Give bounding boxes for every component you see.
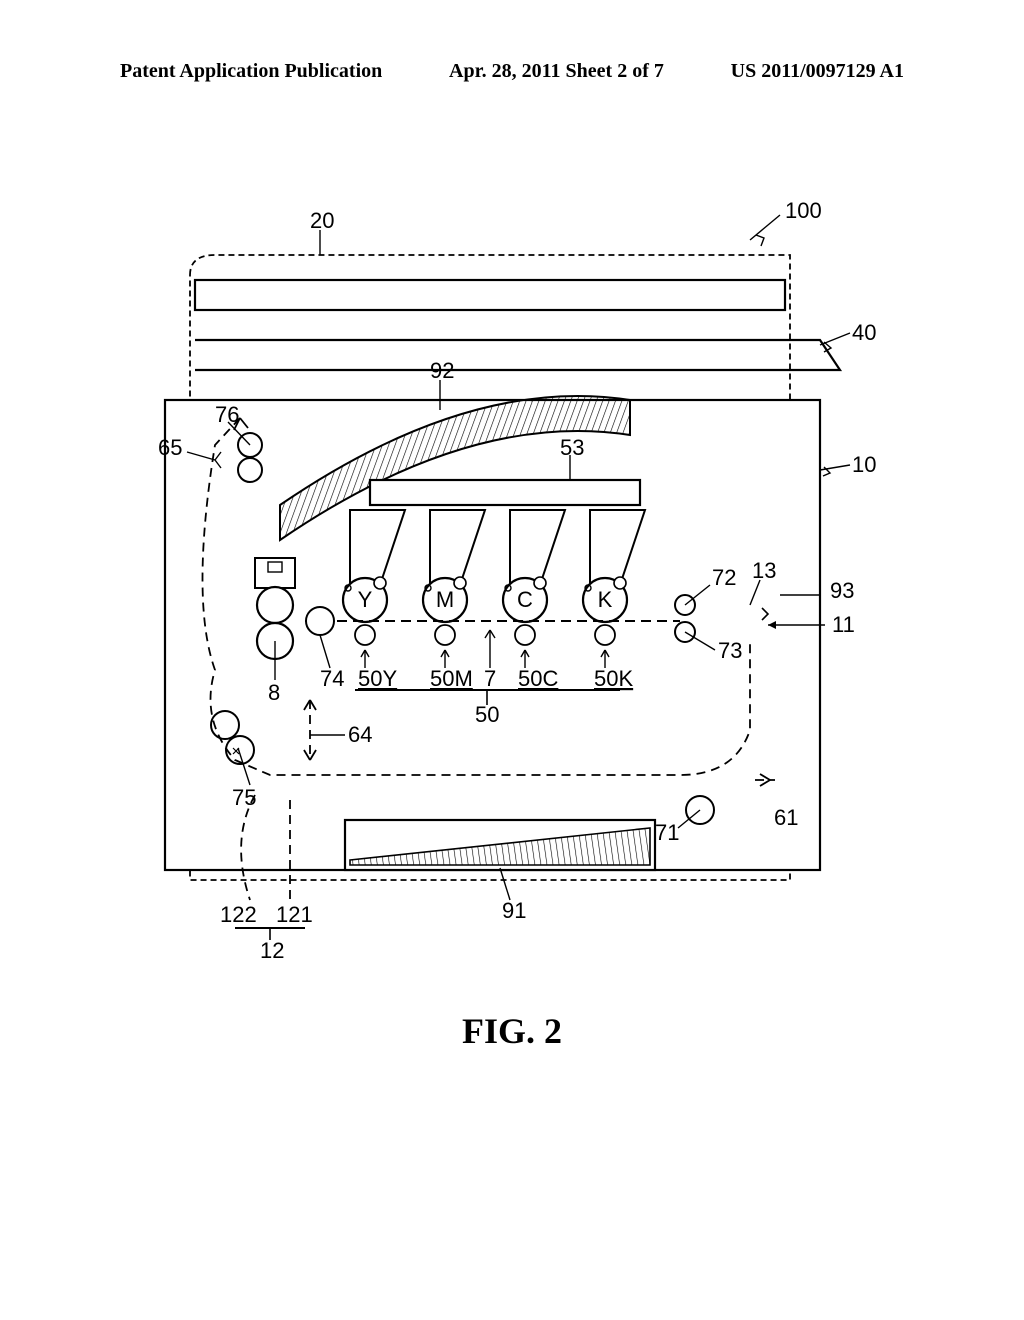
label-72: 72 bbox=[712, 565, 736, 590]
label-10: 10 bbox=[852, 452, 876, 477]
label-7: 7 bbox=[484, 666, 496, 691]
label-73: 73 bbox=[718, 638, 742, 663]
label-8: 8 bbox=[268, 680, 280, 705]
label-12: 12 bbox=[260, 938, 284, 963]
top-slab bbox=[195, 280, 785, 310]
output-tray-40 bbox=[195, 340, 840, 370]
label-93: 93 bbox=[830, 578, 854, 603]
label-65: 65 bbox=[158, 435, 182, 460]
label-61: 61 bbox=[774, 805, 798, 830]
label-20: 20 bbox=[310, 208, 334, 233]
unit-Y-label: Y bbox=[358, 587, 373, 612]
belt-roller bbox=[435, 625, 455, 645]
label-13: 13 bbox=[752, 558, 776, 583]
belt-roller bbox=[355, 625, 375, 645]
label-121: 121 bbox=[276, 902, 313, 927]
label-50Y: 50Y bbox=[358, 666, 397, 691]
header-left: Patent Application Publication bbox=[120, 60, 382, 83]
figure-svg: Y M C K bbox=[120, 200, 904, 980]
label-74: 74 bbox=[320, 666, 344, 691]
label-64: 64 bbox=[348, 722, 372, 747]
exposure-unit-53 bbox=[370, 480, 640, 505]
header-center: Apr. 28, 2011 Sheet 2 of 7 bbox=[449, 60, 664, 83]
belt-roller bbox=[595, 625, 615, 645]
label-53: 53 bbox=[560, 435, 584, 460]
header-row: Patent Application Publication Apr. 28, … bbox=[0, 60, 1024, 83]
figure-2: Y M C K bbox=[120, 200, 904, 980]
roller-75b bbox=[226, 736, 254, 764]
label-50K: 50K bbox=[594, 666, 633, 691]
label-122: 122 bbox=[220, 902, 257, 927]
belt-roller bbox=[515, 625, 535, 645]
label-75: 75 bbox=[232, 785, 256, 810]
label-11: 11 bbox=[832, 612, 855, 637]
roller-76b bbox=[238, 458, 262, 482]
label-50: 50 bbox=[475, 702, 499, 727]
figure-caption: FIG. 2 bbox=[0, 1010, 1024, 1052]
label-40: 40 bbox=[852, 320, 876, 345]
label-50C: 50C bbox=[518, 666, 558, 691]
unit-K-label: K bbox=[598, 587, 613, 612]
header-right: US 2011/0097129 A1 bbox=[731, 60, 904, 83]
unit-C-label: C bbox=[517, 587, 533, 612]
roller-74 bbox=[306, 607, 334, 635]
label-100: 100 bbox=[785, 200, 822, 223]
label-91: 91 bbox=[502, 898, 526, 923]
label-50M: 50M bbox=[430, 666, 473, 691]
unit-M-label: M bbox=[436, 587, 454, 612]
label-92: 92 bbox=[430, 358, 454, 383]
label-71: 71 bbox=[655, 820, 679, 845]
label-76: 76 bbox=[215, 402, 239, 427]
